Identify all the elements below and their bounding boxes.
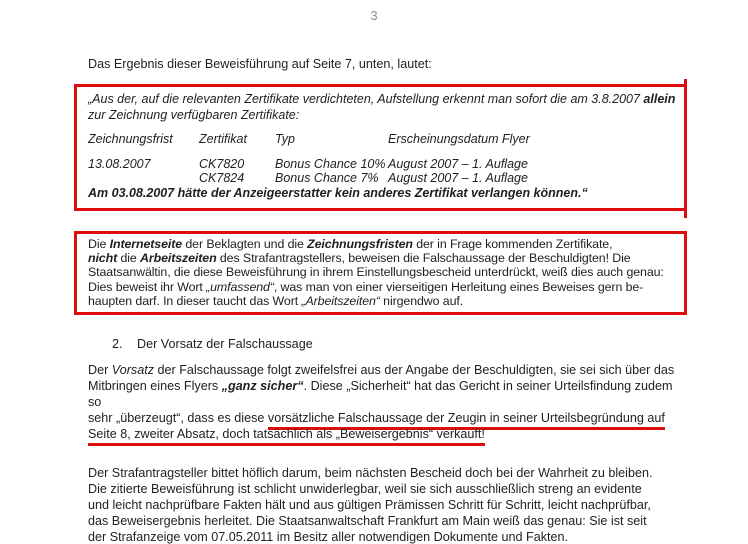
text-segment: “ [581, 185, 588, 200]
text-segment: des Strafantragstellers, beweisen die Fa… [88, 251, 664, 294]
vorsatz-paragraph: Der Vorsatz der Falschaussage folgt zwei… [88, 362, 687, 447]
table-cell: August 2007 – 1. Auflage [388, 156, 528, 171]
text-segment: Die [88, 237, 110, 251]
intro-paragraph: Das Ergebnis dieser Beweisführung auf Se… [88, 56, 687, 72]
text-segment: nirgendwo auf. [379, 293, 464, 308]
argument-annotation-box: Die Internetseite der Beklagten und die … [74, 231, 687, 316]
table-cell: CK7820 [199, 156, 245, 171]
table-cell: CK7824 [199, 171, 245, 185]
table-cell: Bonus Chance 7% [275, 171, 379, 185]
table-row: CK7824 Bonus Chance 7% August 2007 – 1. Au… [88, 171, 684, 186]
text-segment: , was man von einer vierseitigen Herleit… [88, 279, 644, 308]
text-segment: der Falschaussage folgt zweifelsfrei aus… [88, 363, 675, 394]
text-segment: der in Frage kommenden Zertifikate, [416, 237, 613, 251]
table-header-cell: Zeichnungsfrist [88, 132, 173, 146]
text-segment: „umfassend“ [206, 279, 274, 294]
text-segment: Arbeitszeiten [140, 251, 217, 266]
box-corner-tick-top [684, 79, 687, 86]
quote-conclusion: Am 03.08.2007 hätte der Anzeigeerstatter… [88, 186, 684, 202]
text-segment: „Aus der, auf die relevanten Zertifikate… [88, 92, 644, 106]
text-segment: . Diese „Sicherheit“ hat das Gericht in … [88, 379, 673, 426]
certificate-table-header: Zeichnungsfrist Zertifikat Typ Erscheinungs… [88, 132, 684, 148]
section-title: Der Vorsatz der Falschaussage [137, 337, 313, 352]
text-segment: allein [643, 92, 676, 106]
text-segment: Das Ergebnis dieser Beweisführung auf Se… [88, 57, 432, 71]
text-segment: Vorsatz [111, 363, 155, 378]
table-cell [88, 171, 199, 186]
text-segment: Am 03.08.2007 hätte der Anzeigeerstatter… [88, 185, 582, 200]
closing-paragraph: Der Strafantragsteller bittet höflich da… [88, 465, 687, 544]
box-corner-tick-bottom [684, 209, 687, 218]
quote-text: „Aus der, auf die relevanten Zertifikate… [88, 92, 684, 123]
text-segment: Der [88, 363, 112, 378]
table-cell: August 2007 – 1. Auflage [388, 171, 528, 185]
table-row: 13.08.2007 CK7820 Bonus Chance 10% August 2… [88, 157, 684, 172]
text-segment: nicht [88, 251, 118, 266]
text-segment: die [117, 251, 141, 266]
argument-text: Die Internetseite der Beklagten und die … [88, 237, 680, 308]
text-segment: Zeichnungsfristen [307, 237, 413, 251]
text-segment: der Beklagten und die [182, 237, 308, 251]
text-segment: Internetseite [109, 237, 183, 251]
section-heading: 2. Der Vorsatz der Falschaussage [112, 336, 687, 352]
table-cell: Bonus Chance 10% [275, 156, 386, 171]
text-segment: zur Zeichnung verfügbaren Zertifikate: [88, 107, 300, 122]
text-segment: „Arbeitszeiten“ [301, 293, 380, 308]
certificate-table-rows: 13.08.2007 CK7820 Bonus Chance 10% August 2… [88, 157, 684, 186]
text-segment: vorsätzliche Falschaussage der Zeugin in… [88, 411, 665, 447]
table-cell: 13.08.2007 [88, 156, 151, 171]
page-number: 3 [370, 8, 378, 23]
document-content: Das Ergebnis dieser Beweisführung auf Se… [74, 0, 687, 544]
table-header-cell: Zertifikat [199, 132, 247, 146]
text-segment: „ganz sicher“ [221, 379, 304, 394]
table-header-cell: Typ [275, 132, 295, 146]
section-number: 2. [112, 337, 123, 352]
table-header-cell: Erscheinungsdatum Flyer [388, 132, 530, 146]
quote-annotation-box: „Aus der, auf die relevanten Zertifikate… [74, 79, 687, 218]
text-segment: Der Strafantragsteller bittet höflich da… [88, 466, 653, 544]
